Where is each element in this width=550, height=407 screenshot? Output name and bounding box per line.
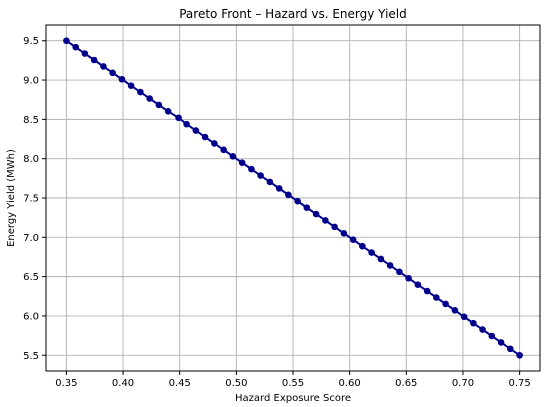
data-point <box>81 50 89 57</box>
data-point <box>90 56 98 64</box>
data-point <box>229 152 237 160</box>
data-point <box>433 294 440 301</box>
data-point <box>303 204 311 211</box>
data-point <box>257 172 264 179</box>
data-point <box>175 114 182 122</box>
data-point <box>220 146 227 154</box>
y-tick-label: 9.0 <box>23 76 39 87</box>
data-point <box>442 300 449 308</box>
data-point <box>359 242 366 250</box>
x-axis-label: Hazard Exposure Score <box>235 393 351 404</box>
data-point <box>414 281 422 288</box>
data-point <box>248 165 255 173</box>
x-tick-label: 0.45 <box>169 378 191 389</box>
x-tick-label: 0.50 <box>225 378 247 389</box>
data-point <box>127 82 135 89</box>
data-point <box>396 268 403 276</box>
x-tick-label: 0.70 <box>452 378 474 389</box>
data-point <box>266 178 274 186</box>
y-tick-label: 8.5 <box>23 115 39 126</box>
data-point <box>285 191 292 199</box>
y-tick-label: 7.5 <box>23 194 39 205</box>
data-point <box>238 159 246 166</box>
chart-title: Pareto Front – Hazard vs. Energy Yield <box>179 7 407 21</box>
y-tick-label: 6.5 <box>23 272 39 283</box>
data-point <box>72 43 79 51</box>
y-tick-label: 9.5 <box>23 36 39 47</box>
data-point <box>349 236 357 244</box>
x-tick-label: 0.40 <box>112 378 134 389</box>
y-tick-label: 7.0 <box>23 233 39 244</box>
x-tick-label: 0.35 <box>55 378 77 389</box>
data-point <box>423 287 431 295</box>
data-point <box>470 319 477 327</box>
data-point <box>100 63 107 70</box>
data-point <box>201 133 209 141</box>
data-point <box>312 210 320 218</box>
x-tick-label: 0.65 <box>395 378 417 389</box>
data-point <box>146 95 153 102</box>
y-tick-label: 6.0 <box>23 311 39 322</box>
data-point <box>164 108 172 115</box>
data-point <box>137 88 144 96</box>
data-point <box>340 230 348 237</box>
data-point <box>331 223 338 231</box>
data-point <box>275 185 283 192</box>
data-point <box>183 120 190 128</box>
data-point <box>118 75 126 83</box>
x-tick-label: 0.55 <box>282 378 304 389</box>
data-point <box>488 332 496 340</box>
data-point <box>479 326 486 333</box>
data-point <box>109 69 116 77</box>
data-point <box>377 255 385 263</box>
y-axis-label: Energy Yield (MWh) <box>6 149 17 247</box>
x-tick-label: 0.60 <box>339 378 361 389</box>
data-point <box>405 274 412 282</box>
data-point <box>192 127 200 134</box>
data-point <box>497 339 505 346</box>
data-point <box>322 217 329 224</box>
y-tick-label: 5.5 <box>23 351 39 362</box>
data-point <box>516 351 523 359</box>
data-point <box>294 197 301 205</box>
data-point <box>63 37 70 45</box>
x-axis: 0.35 0.40 0.45 0.50 0.55 0.60 0.65 0.70 0.75 <box>55 371 531 389</box>
data-point <box>507 345 514 353</box>
series-layer <box>63 37 523 359</box>
data-point <box>460 313 468 321</box>
data-point <box>386 262 394 269</box>
data-point <box>451 307 459 314</box>
data-point <box>368 249 375 256</box>
y-axis: 5.5 6.0 6.5 7.0 7.5 8.0 8.5 9.0 9.5 <box>23 36 46 362</box>
y-tick-label: 8.0 <box>23 154 39 165</box>
data-point <box>155 101 163 109</box>
x-tick-label: 0.75 <box>508 378 530 389</box>
data-point <box>211 140 218 147</box>
